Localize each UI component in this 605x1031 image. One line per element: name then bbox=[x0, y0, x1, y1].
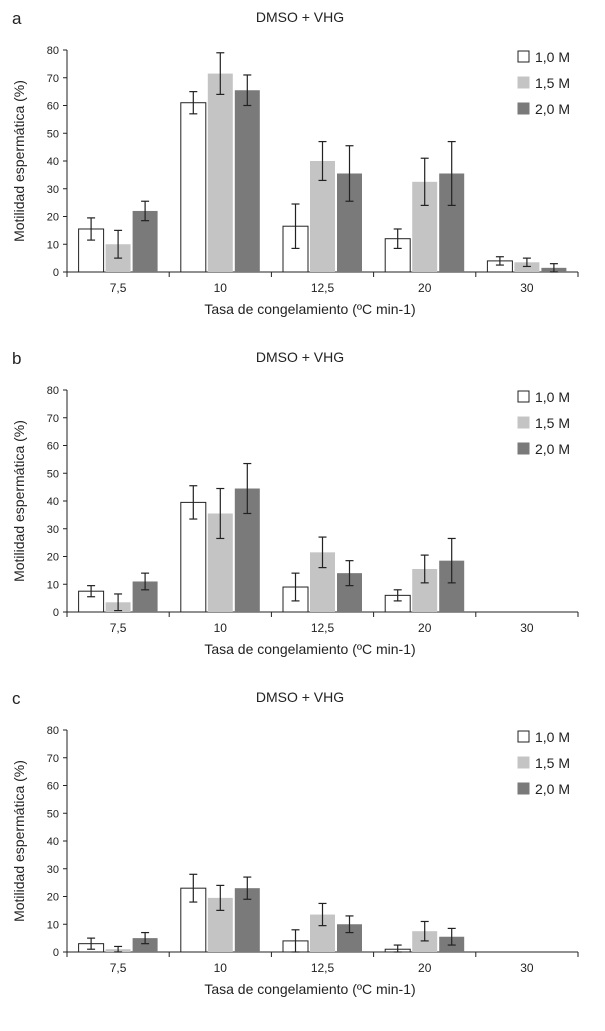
y-axis-label: Motilidad espermática (%) bbox=[11, 760, 27, 922]
x-category-label: 10 bbox=[214, 621, 228, 635]
legend-swatch bbox=[517, 76, 530, 89]
legend-swatch bbox=[517, 756, 530, 769]
chart-panel-c: c DMSO + VHG 0 10 20 30 40 50 60 70 80 7,5 10 12,5 20 3… bbox=[0, 680, 605, 1020]
y-tick-label: 80 bbox=[47, 385, 59, 397]
y-tick-label: 20 bbox=[47, 892, 59, 904]
x-category-label: 20 bbox=[418, 621, 432, 635]
chart-panel-a: a DMSO + VHG 0 10 20 30 40 50 60 70 80 7,5 10 12,5 20 3… bbox=[0, 0, 605, 340]
x-category-label: 10 bbox=[214, 961, 228, 975]
chart-title: DMSO + VHG bbox=[256, 9, 344, 25]
y-tick-label: 60 bbox=[47, 441, 59, 453]
y-tick-label: 60 bbox=[47, 101, 59, 113]
y-tick-label: 80 bbox=[47, 725, 59, 737]
legend-label: 1,0 M bbox=[535, 729, 570, 745]
x-category-label: 10 bbox=[214, 281, 228, 295]
x-axis-label: Tasa de congelamiento (ºC min-1) bbox=[204, 641, 415, 657]
x-axis-label: Tasa de congelamiento (ºC min-1) bbox=[204, 301, 415, 317]
legend-swatch bbox=[517, 390, 530, 403]
y-tick-label: 0 bbox=[53, 267, 59, 279]
y-tick-label: 40 bbox=[47, 156, 59, 168]
x-category-label: 12,5 bbox=[311, 281, 335, 295]
y-tick-label: 30 bbox=[47, 524, 59, 536]
y-tick-label: 20 bbox=[47, 212, 59, 224]
bar-series-1-0m bbox=[180, 102, 207, 273]
y-tick-label: 50 bbox=[47, 128, 59, 140]
chart-svg-b: b DMSO + VHG 0 10 20 30 40 50 60 70 80 7,5 10 12,5 20 3… bbox=[11, 349, 579, 657]
panel-letter: a bbox=[12, 9, 22, 28]
y-tick-label: 70 bbox=[47, 73, 59, 85]
legend-label: 1,5 M bbox=[535, 415, 570, 431]
y-tick-label: 70 bbox=[47, 753, 59, 765]
bar-series-1-5m bbox=[207, 73, 233, 273]
y-tick-label: 20 bbox=[47, 552, 59, 564]
x-category-label: 12,5 bbox=[311, 961, 335, 975]
y-tick-label: 0 bbox=[53, 607, 59, 619]
x-category-label: 30 bbox=[520, 281, 534, 295]
x-category-label: 12,5 bbox=[311, 621, 335, 635]
bar-series-1-0m bbox=[180, 501, 207, 613]
chart-panel-b: b DMSO + VHG 0 10 20 30 40 50 60 70 80 7,5 10 12,5 20 3… bbox=[0, 340, 605, 680]
bar-series-2-0m bbox=[234, 90, 260, 272]
x-category-label: 30 bbox=[520, 621, 534, 635]
chart-title: DMSO + VHG bbox=[256, 349, 344, 365]
x-axis-label: Tasa de congelamiento (ºC min-1) bbox=[204, 981, 415, 997]
legend-swatch bbox=[517, 442, 530, 455]
y-tick-label: 60 bbox=[47, 781, 59, 793]
legend-label: 1,5 M bbox=[535, 755, 570, 771]
chart-svg-a: a DMSO + VHG 0 10 20 30 40 50 60 70 80 7,5 10 12,5 20 3… bbox=[11, 9, 579, 317]
y-tick-label: 10 bbox=[47, 919, 59, 931]
legend-label: 1,0 M bbox=[535, 389, 570, 405]
x-category-label: 7,5 bbox=[110, 621, 127, 635]
legend-label: 2,0 M bbox=[535, 441, 570, 457]
x-category-label: 20 bbox=[418, 281, 432, 295]
y-tick-label: 40 bbox=[47, 496, 59, 508]
legend-swatch bbox=[517, 782, 530, 795]
legend-swatch bbox=[517, 730, 530, 743]
bar-series-1-5m bbox=[412, 931, 438, 952]
y-tick-label: 70 bbox=[47, 413, 59, 425]
y-tick-label: 50 bbox=[47, 468, 59, 480]
x-category-label: 30 bbox=[520, 961, 534, 975]
y-tick-label: 80 bbox=[47, 45, 59, 57]
x-category-label: 7,5 bbox=[110, 961, 127, 975]
chart-svg-c: c DMSO + VHG 0 10 20 30 40 50 60 70 80 7,5 10 12,5 20 3… bbox=[11, 689, 579, 997]
y-tick-label: 30 bbox=[47, 184, 59, 196]
y-axis-label: Motilidad espermática (%) bbox=[11, 420, 27, 582]
legend-label: 1,0 M bbox=[535, 49, 570, 65]
panel-letter: c bbox=[12, 689, 21, 708]
legend-label: 2,0 M bbox=[535, 781, 570, 797]
legend-swatch bbox=[517, 102, 530, 115]
panel-letter: b bbox=[12, 349, 21, 368]
y-tick-label: 0 bbox=[53, 947, 59, 959]
x-category-label: 20 bbox=[418, 961, 432, 975]
y-axis-label: Motilidad espermática (%) bbox=[11, 80, 27, 242]
y-tick-label: 30 bbox=[47, 864, 59, 876]
y-tick-label: 40 bbox=[47, 836, 59, 848]
bar-series-2-0m bbox=[132, 938, 158, 952]
bar-series-1-0m bbox=[384, 238, 411, 273]
legend-label: 1,5 M bbox=[535, 75, 570, 91]
legend-swatch bbox=[517, 416, 530, 429]
legend-label: 2,0 M bbox=[535, 101, 570, 117]
y-tick-label: 50 bbox=[47, 808, 59, 820]
legend-swatch bbox=[517, 50, 530, 63]
y-tick-label: 10 bbox=[47, 239, 59, 251]
y-tick-label: 10 bbox=[47, 579, 59, 591]
x-category-label: 7,5 bbox=[110, 281, 127, 295]
chart-title: DMSO + VHG bbox=[256, 689, 344, 705]
bar-series-1-5m bbox=[514, 262, 540, 272]
